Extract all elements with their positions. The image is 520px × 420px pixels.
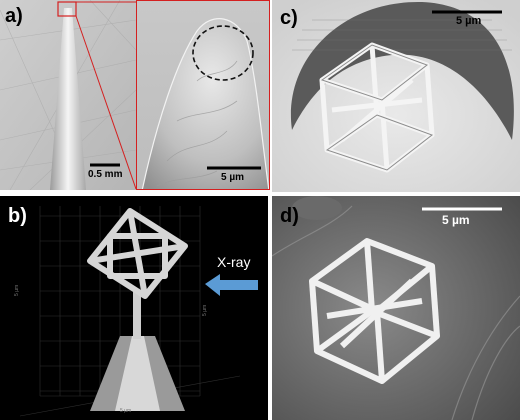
scalebar-label-d: 5 µm bbox=[442, 213, 470, 227]
scalebar-label-a-right: 5 µm bbox=[221, 172, 244, 183]
panel-a-overview: a) 0.5 mm bbox=[0, 0, 136, 190]
panel-label-d: d) bbox=[280, 205, 299, 227]
panel-b: b) X-ray 5 µm 5 µm 5 µm bbox=[0, 196, 268, 420]
panel-d: d) 5 µm bbox=[272, 196, 520, 420]
axis-tick-label-1: 5 µm bbox=[14, 284, 20, 296]
panel-label-b: b) bbox=[8, 205, 27, 227]
tip-outline-circle bbox=[192, 25, 254, 81]
sem-tip-zoom-image bbox=[137, 1, 269, 189]
sem-cube-closeup-image bbox=[272, 196, 520, 420]
panel-c: c) 5 µm bbox=[272, 0, 520, 192]
sem-cube-on-tip-image bbox=[272, 0, 520, 192]
scalebar-label-c: 5 µm bbox=[456, 15, 482, 27]
support-post bbox=[133, 291, 141, 339]
cube-lattice-d bbox=[309, 238, 440, 384]
axis-tick-label-3: 5 µm bbox=[120, 408, 132, 414]
cube-lattice-b bbox=[87, 208, 188, 299]
scalebar-label-a-left: 0.5 mm bbox=[88, 169, 123, 180]
panel-a-zoom: 5 µm bbox=[136, 0, 270, 190]
xray-arrow bbox=[205, 274, 258, 296]
panel-label-a: a) bbox=[5, 5, 23, 27]
xray-label: X-ray bbox=[217, 254, 251, 270]
axis-tick-label-2: 5 µm bbox=[202, 304, 208, 316]
sem-tip-overview-image bbox=[0, 0, 136, 190]
panel-label-c: c) bbox=[280, 7, 298, 29]
zoom-region-box bbox=[57, 1, 77, 17]
3d-model-render bbox=[19, 206, 258, 417]
